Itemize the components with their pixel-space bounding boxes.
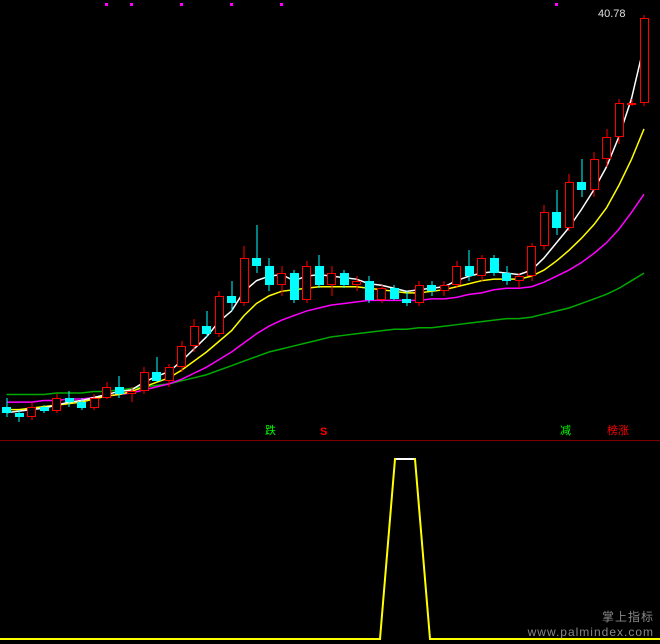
candle: [152, 0, 161, 440]
candle: [127, 0, 136, 440]
candle: [140, 0, 149, 440]
candle: [477, 0, 486, 440]
indicator-dot: [180, 3, 183, 6]
indicator-dot: [280, 3, 283, 6]
watermark-url: www.palmindex.com: [528, 625, 654, 639]
candle: [465, 0, 474, 440]
candle: [27, 0, 36, 440]
candle: [2, 0, 11, 440]
candle: [202, 0, 211, 440]
indicator-dot: [555, 3, 558, 6]
candle: [315, 0, 324, 440]
candle: [490, 0, 499, 440]
candle: [115, 0, 124, 440]
candle: [527, 0, 536, 440]
candle: [440, 0, 449, 440]
candle: [77, 0, 86, 440]
candle: [102, 0, 111, 440]
candle: [452, 0, 461, 440]
indicator-dot: [105, 3, 108, 6]
last-price-label: 40.78: [598, 8, 626, 20]
candle: [165, 0, 174, 440]
candle: [390, 0, 399, 440]
candle: [515, 0, 524, 440]
candle: [365, 0, 374, 440]
candle: [552, 0, 561, 440]
watermark: 掌上指标 www.palmindex.com: [528, 608, 654, 639]
candle: [240, 0, 249, 440]
indicator-dot: [130, 3, 133, 6]
candle: [352, 0, 361, 440]
candle: [502, 0, 511, 440]
candle: [252, 0, 261, 440]
candle: [265, 0, 274, 440]
chart-marker: 跌: [265, 422, 276, 438]
candle: [65, 0, 74, 440]
candle: [190, 0, 199, 440]
candle: [340, 0, 349, 440]
candlestick-chart: 40.78 跌 减 榜涨 S: [0, 0, 660, 440]
candle: [215, 0, 224, 440]
candle: [615, 0, 624, 440]
candle: [565, 0, 574, 440]
indicator-dot: [230, 3, 233, 6]
candle: [590, 0, 599, 440]
chart-marker: 减: [560, 422, 571, 438]
candle: [427, 0, 436, 440]
candle: [640, 0, 649, 440]
candle: [227, 0, 236, 440]
candle: [290, 0, 299, 440]
candle: [327, 0, 336, 440]
candle: [40, 0, 49, 440]
candle: [415, 0, 424, 440]
candle: [90, 0, 99, 440]
candle: [377, 0, 386, 440]
chart-signal: S: [320, 426, 327, 438]
watermark-title: 掌上指标: [528, 608, 654, 625]
candle: [577, 0, 586, 440]
candle: [177, 0, 186, 440]
candle: [15, 0, 24, 440]
candle: [602, 0, 611, 440]
candle: [627, 0, 636, 440]
candle: [277, 0, 286, 440]
chart-marker: 榜涨: [607, 422, 629, 438]
candle: [302, 0, 311, 440]
candle: [540, 0, 549, 440]
candle: [402, 0, 411, 440]
candle: [52, 0, 61, 440]
